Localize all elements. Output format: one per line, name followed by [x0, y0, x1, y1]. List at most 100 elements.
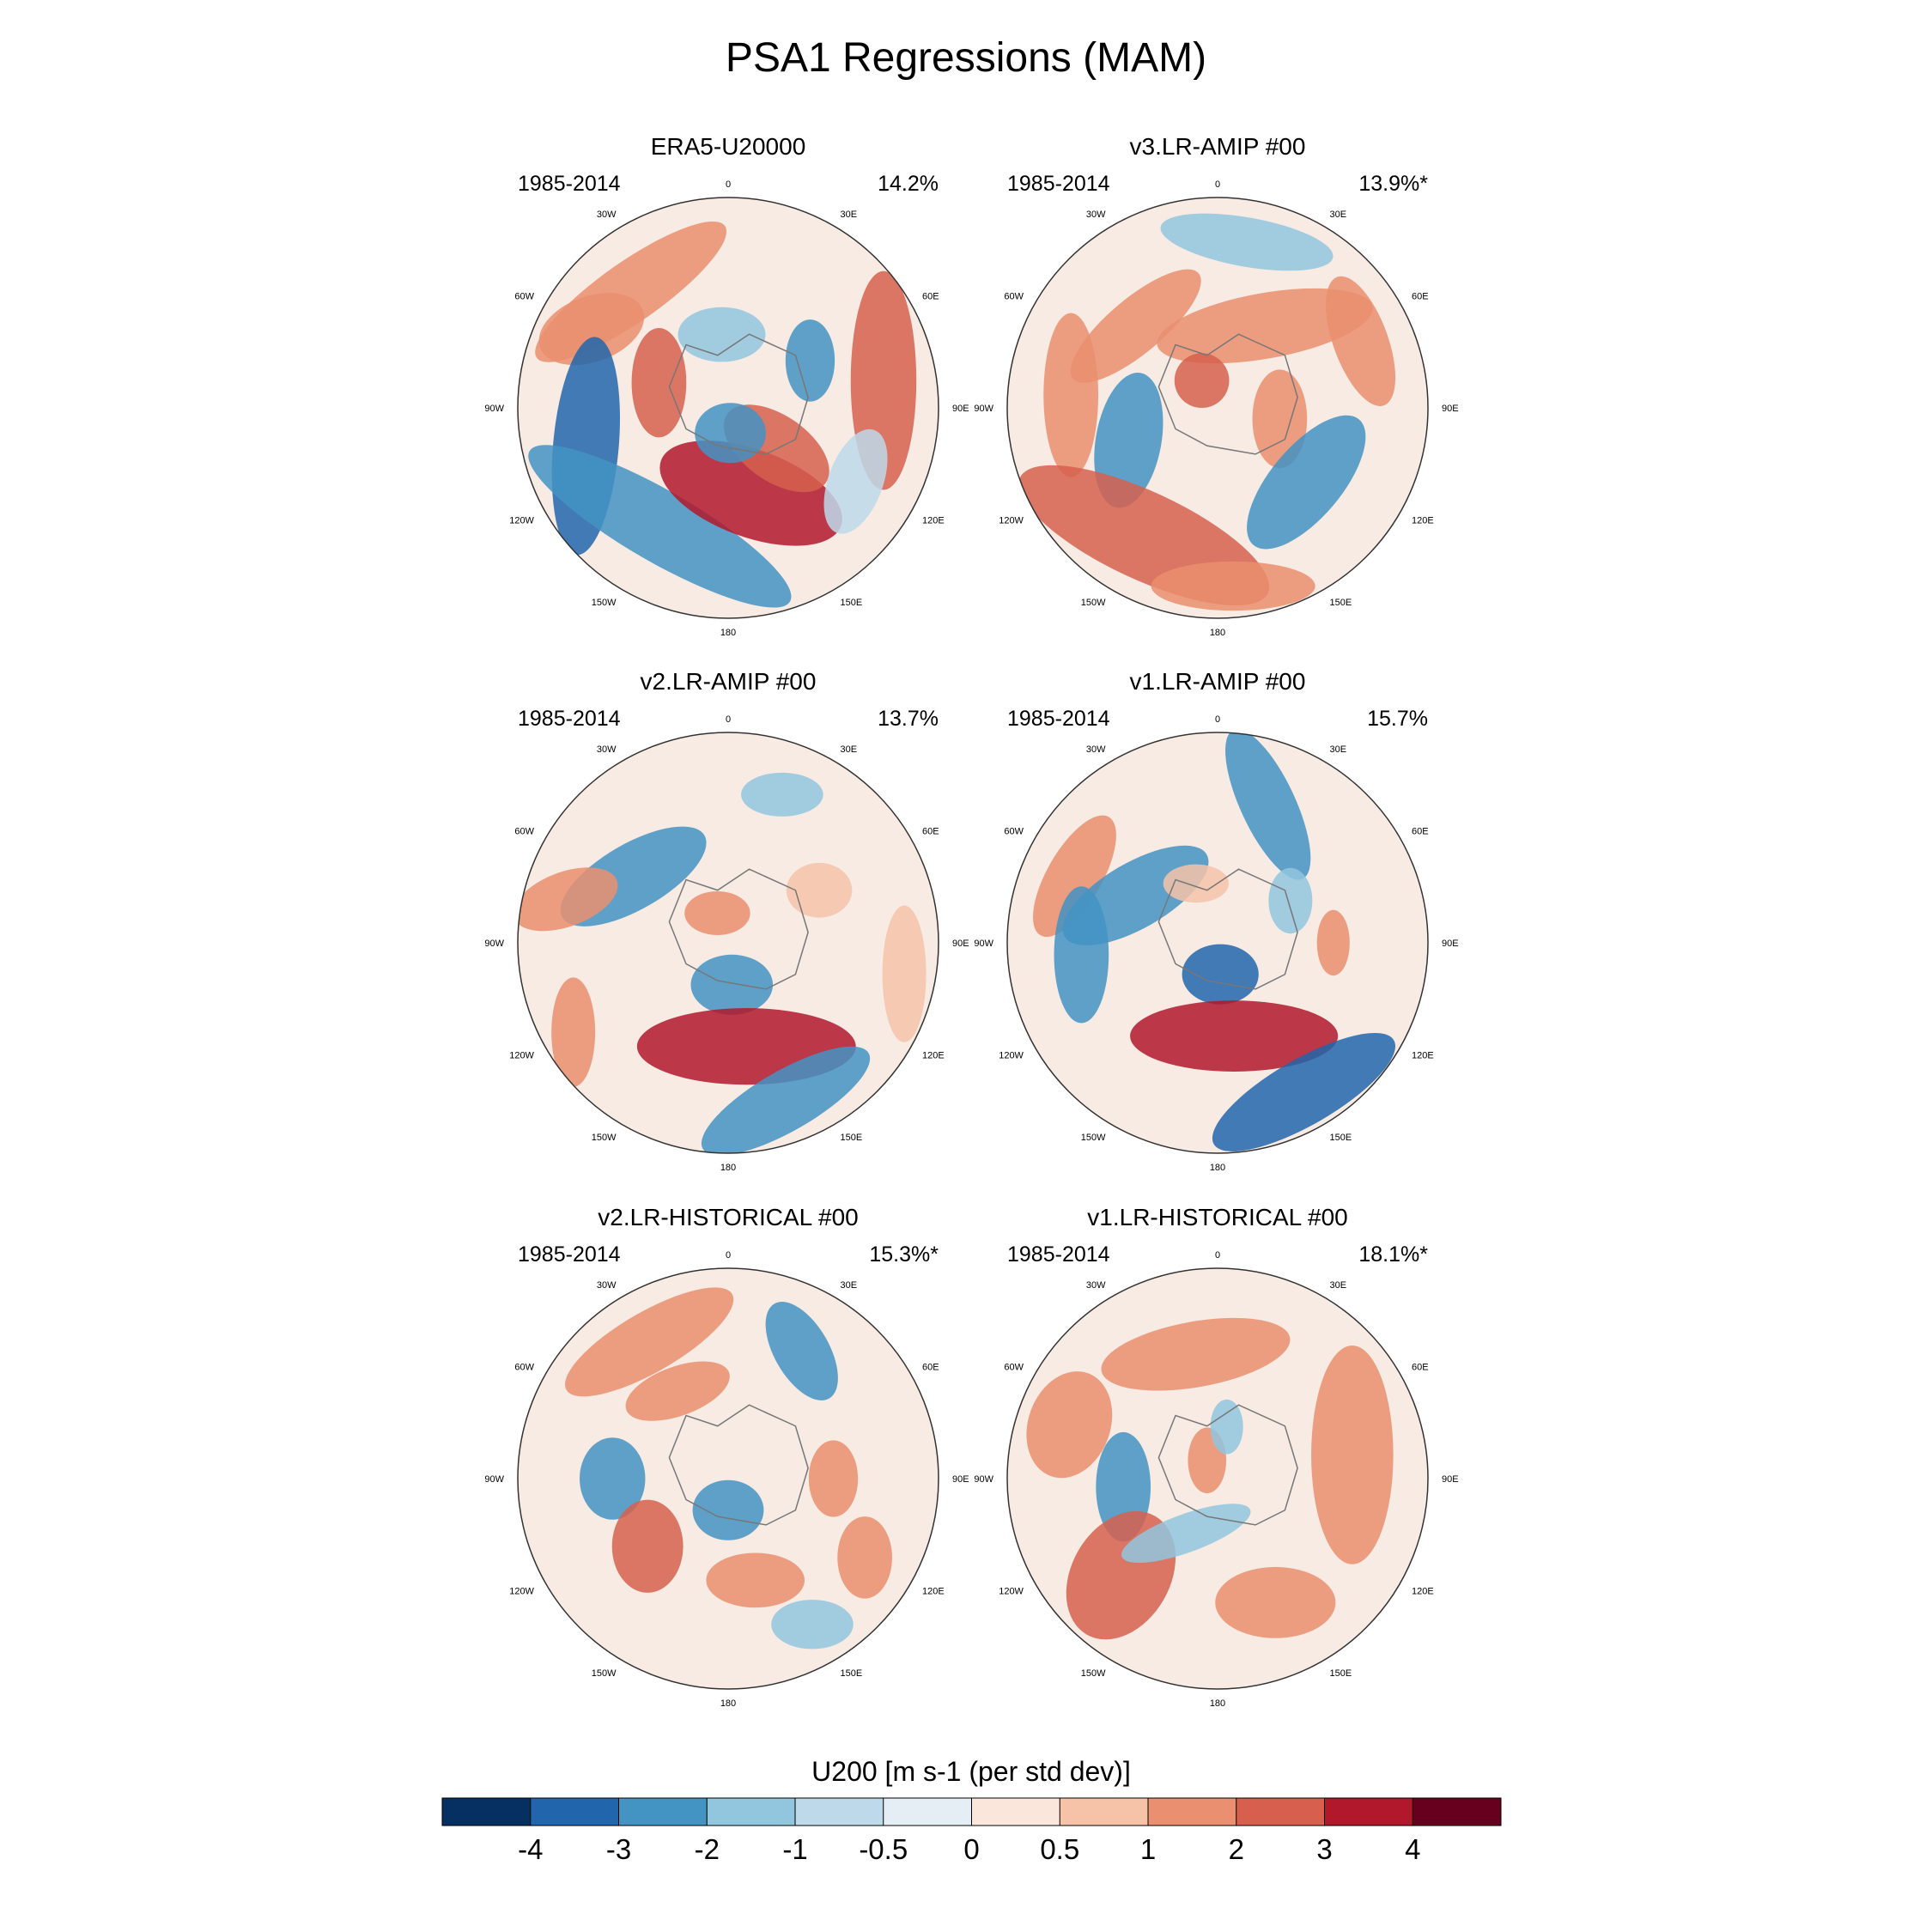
colorbar-label: U200 [m s-1 (per std dev)]: [811, 1756, 1131, 1787]
longitude-label: 30W: [597, 1280, 617, 1291]
longitude-label: 180: [720, 1163, 736, 1173]
anomaly-contour: [823, 428, 888, 534]
longitude-label: 60W: [1004, 292, 1024, 302]
map-boundary: [1006, 1267, 1429, 1690]
longitude-label: 150W: [592, 1133, 617, 1143]
longitude-label: 180: [1210, 628, 1225, 638]
longitude-label: 60W: [1004, 827, 1024, 837]
anomaly-blobs: [518, 772, 927, 1153]
longitude-label: 150W: [1081, 598, 1106, 608]
longitude-label: 30E: [841, 210, 858, 220]
longitude-label: 150W: [592, 598, 617, 608]
longitude-label: 90W: [484, 939, 504, 949]
colorbar-segment: [1148, 1798, 1237, 1826]
longitude-label: 180: [1210, 1163, 1225, 1173]
longitude-label: 30E: [1330, 1280, 1347, 1291]
anomaly-contour: [692, 1479, 764, 1540]
anomaly-contour: [1054, 886, 1109, 1024]
anomaly-contour: [551, 977, 596, 1087]
longitude-label: 30E: [841, 744, 858, 755]
anomaly-contour: [1070, 269, 1201, 383]
anomaly-blobs: [565, 1287, 892, 1649]
longitude-label: 30W: [1086, 210, 1106, 220]
anomaly-contour: [765, 1302, 838, 1400]
longitude-label: 30W: [597, 210, 617, 220]
colorbar-tick-label: -2: [695, 1833, 720, 1865]
longitude-label: 90W: [974, 1474, 993, 1485]
longitude-label: 60W: [1004, 1363, 1024, 1373]
panel-variance: 13.7%: [878, 707, 939, 731]
colorbar-segment: [1413, 1798, 1502, 1826]
anomaly-contour: [1151, 561, 1315, 611]
colorbar-tick-label: -0.5: [859, 1833, 908, 1865]
longitude-label: 60W: [514, 292, 534, 302]
anomaly-contour: [1094, 373, 1163, 508]
colorbar-tick-label: 3: [1316, 1833, 1332, 1865]
longitude-label: 120E: [1412, 516, 1434, 526]
anomaly-contour: [580, 1437, 646, 1520]
map-field: [1007, 1268, 1428, 1689]
anomaly-contour: [1157, 288, 1373, 364]
anomaly-contour: [1210, 1399, 1243, 1455]
longitude-label: 0: [1215, 179, 1220, 190]
longitude-label: 90E: [952, 939, 969, 949]
anomaly-contour: [837, 1516, 892, 1599]
longitude-label: 60E: [1412, 292, 1429, 302]
colorbar-tick-label: -3: [606, 1833, 631, 1865]
colorbar-segment: [707, 1798, 796, 1826]
longitude-label: 90W: [484, 404, 504, 414]
longitude-label: 30W: [597, 744, 617, 755]
anomaly-contour: [690, 954, 774, 1015]
figure-title: PSA1 Regressions (MAM): [725, 35, 1207, 81]
longitude-label: 120W: [509, 1587, 534, 1597]
longitude-label: 180: [720, 628, 736, 638]
longitude-label: 60W: [514, 1363, 534, 1373]
longitude-label: 150W: [1081, 1668, 1106, 1679]
longitude-label: 0: [726, 179, 731, 190]
longitude-label: 150W: [592, 1668, 617, 1679]
colorbar-segment: [1236, 1798, 1325, 1826]
anomaly-contour: [518, 867, 618, 932]
map-boundary: [1006, 732, 1429, 1154]
anomaly-contour: [565, 1287, 734, 1397]
longitude-label: 150E: [841, 598, 863, 608]
longitude-label: 120E: [1412, 1051, 1434, 1061]
longitude-label: 90E: [1442, 939, 1459, 949]
longitude-label: 0: [726, 1250, 731, 1261]
anomaly-contour: [771, 1600, 854, 1649]
panel-period: 1985-2014: [518, 1242, 621, 1267]
anomaly-blobs: [528, 221, 917, 608]
panel-period: 1985-2014: [518, 172, 621, 196]
longitude-label: 180: [1210, 1698, 1225, 1709]
longitude-label: 120E: [1412, 1587, 1434, 1597]
longitude-label: 60E: [1412, 827, 1429, 837]
anomaly-contour: [1033, 815, 1116, 938]
anomaly-contour: [882, 905, 927, 1042]
panel-period: 1985-2014: [1007, 1242, 1110, 1267]
longitude-label: 120E: [922, 1587, 945, 1597]
panel-variance: 13.9%*: [1358, 172, 1428, 196]
antarctica-coastline: [1157, 868, 1298, 990]
panel-variance: 14.2%: [878, 172, 939, 196]
longitude-label: 0: [1215, 1250, 1220, 1261]
panel-title: v3.LR-AMIP #00: [1130, 133, 1306, 160]
colorbar-segment: [618, 1798, 708, 1826]
panel-period: 1985-2014: [518, 707, 621, 731]
panel-variance: 15.7%: [1367, 707, 1428, 731]
panel-period: 1985-2014: [1007, 172, 1110, 196]
longitude-label: 90E: [952, 1474, 969, 1485]
map-background: [518, 732, 939, 1153]
map-field: [518, 1268, 939, 1689]
longitude-label: 90W: [974, 404, 993, 414]
longitude-label: 90E: [952, 404, 969, 414]
anomaly-contour: [786, 862, 853, 918]
antarctica-coastline: [1157, 333, 1298, 455]
panel-title: v1.LR-HISTORICAL #00: [1087, 1204, 1347, 1230]
longitude-label: 30E: [841, 1280, 858, 1291]
anomaly-contour: [808, 1440, 859, 1517]
anomaly-contour: [1268, 867, 1313, 934]
colorbar-tick-label: -4: [518, 1833, 543, 1865]
colorbar-segment: [442, 1798, 532, 1826]
antarctica-coastline: [668, 868, 809, 990]
anomaly-blobs: [1018, 213, 1395, 611]
